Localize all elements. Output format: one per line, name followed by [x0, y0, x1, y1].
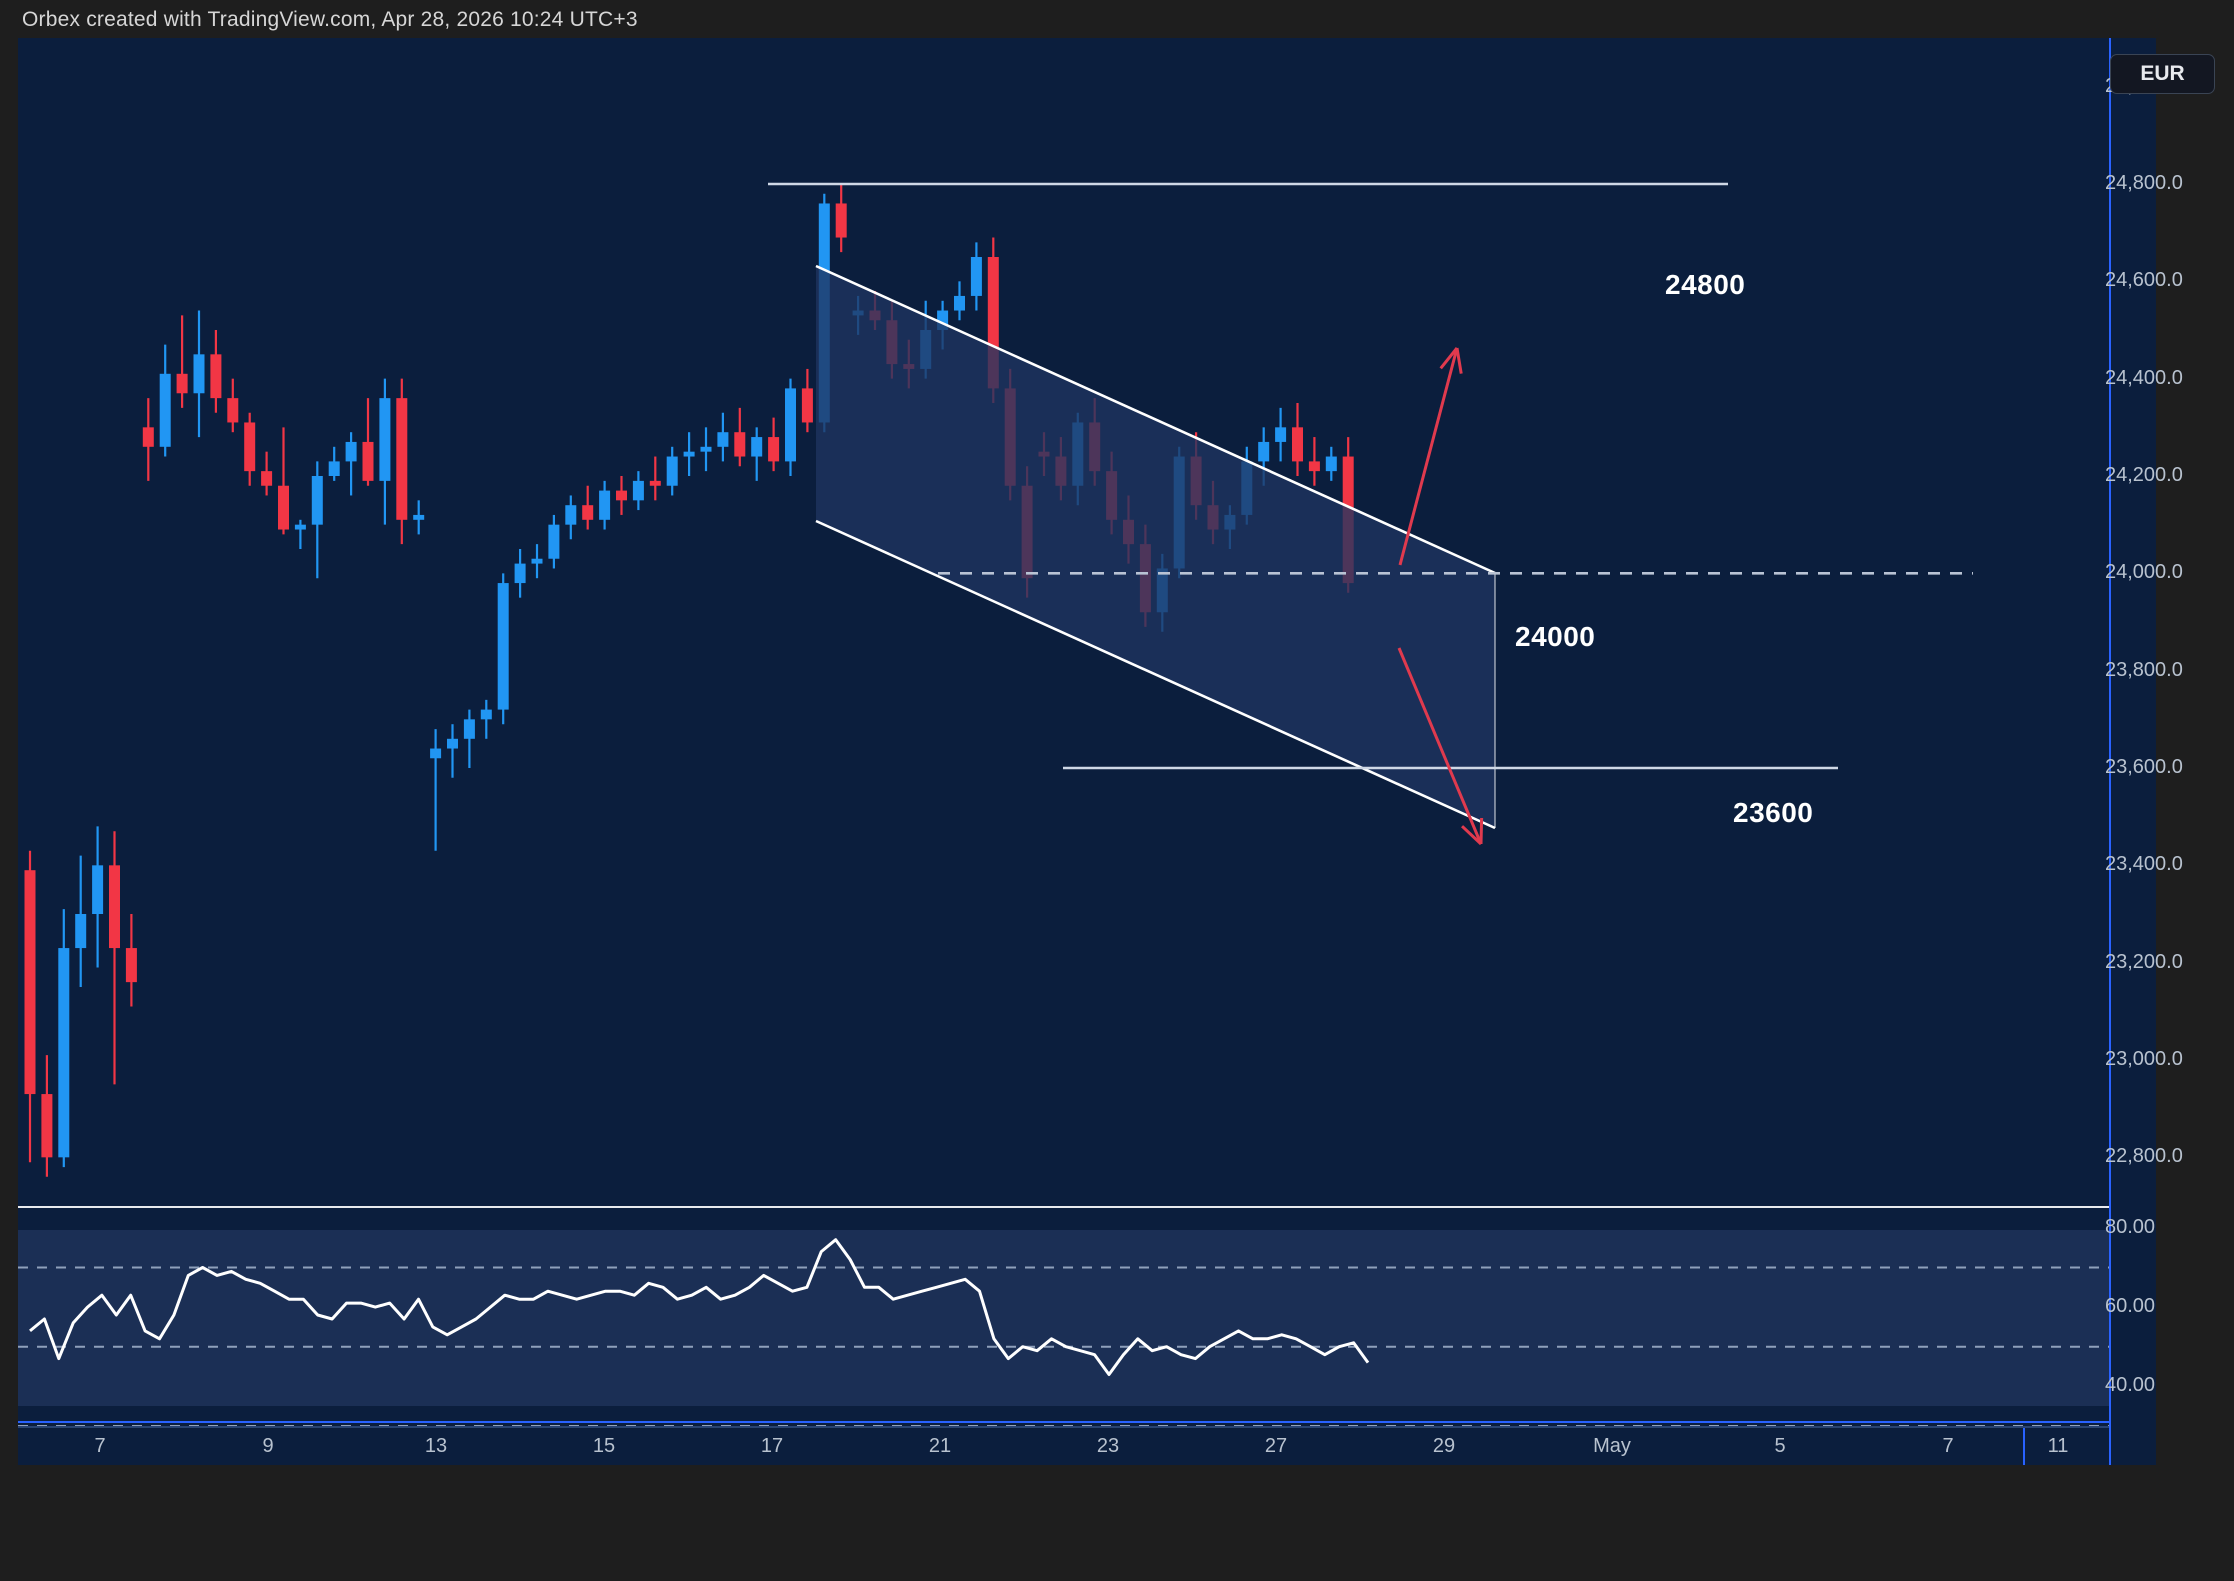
projection-arrow-up — [1398, 347, 1463, 566]
attribution-text: Orbex created with TradingView.com, Apr … — [22, 8, 638, 31]
price-axis[interactable] — [2111, 38, 2156, 1465]
footer-bar: TradingView — [0, 1465, 2234, 1581]
support-label-23600: 23600 — [1733, 797, 1814, 828]
price-axis-tick: 23,600.0 — [2105, 756, 2183, 778]
channel-lower-trendline — [815, 519, 1496, 830]
time-axis-rule — [18, 1426, 2111, 1428]
projection-arrow-down — [1397, 647, 1484, 846]
time-axis-tick: 7 — [94, 1435, 106, 1457]
rsi-axis-tick: 80.00 — [2105, 1215, 2156, 1238]
time-axis-tick: 17 — [760, 1435, 784, 1457]
time-axis-tick: 11 — [2047, 1435, 2069, 1457]
time-axis-tick: 15 — [592, 1435, 616, 1457]
time-axis-tick: 7 — [1942, 1435, 1954, 1457]
time-axis-tick: 9 — [262, 1435, 274, 1457]
time-axis-tick: 5 — [1774, 1435, 1786, 1457]
time-axis-tick: 21 — [928, 1435, 952, 1457]
chart-header-bar: Orbex created with TradingView.com, Apr … — [0, 0, 2234, 38]
currency-badge[interactable]: EUR — [2110, 54, 2215, 94]
time-axis-tick: 23 — [1096, 1435, 1120, 1457]
rsi-plot — [18, 1238, 2111, 1426]
descending-channel-fill — [816, 266, 1495, 828]
rsi-band-background — [18, 1230, 2111, 1406]
rsi-axis-tick: 40.00 — [2105, 1374, 2156, 1397]
resistance-label-24800: 24800 — [1665, 269, 1746, 300]
price-axis-tick: 23,000.0 — [2105, 1048, 2183, 1070]
rsi-pane[interactable] — [18, 1208, 2111, 1426]
price-axis-tick: 24,000.0 — [2105, 561, 2183, 584]
rsi-axis-tick: 60.00 — [2105, 1295, 2156, 1318]
time-axis-tick: May — [1593, 1435, 1631, 1457]
time-axis-marker — [2023, 1428, 2025, 1465]
price-axis-tick: 24,800.0 — [2105, 172, 2183, 194]
chart-frame: 24800 24000 23600 7 9 13 15 17 21 23 27 29 May 5 7 1… — [18, 38, 2156, 1465]
price-axis-tick: 23,200.0 — [2105, 950, 2183, 973]
time-axis-tick: 27 — [1264, 1435, 1288, 1457]
rsi-line-series — [29, 1238, 1370, 1376]
price-axis-tick: 24,600.0 — [2105, 269, 2183, 292]
time-axis[interactable]: 7 9 13 15 17 21 23 27 29 May 5 7 11 — [18, 1428, 2111, 1465]
price-axis-tick: 24,200.0 — [2105, 464, 2183, 486]
channel-upper-trendline — [815, 264, 1496, 575]
price-axis-divider — [2109, 38, 2111, 1465]
price-axis-tick: 23,400.0 — [2105, 853, 2183, 876]
time-axis-tick: 13 — [424, 1435, 448, 1457]
price-axis-tick: 24,400.0 — [2105, 366, 2183, 389]
drawing-overlay-layer — [768, 182, 1973, 846]
price-pane[interactable] — [18, 38, 2111, 1206]
price-axis-tick: 23,800.0 — [2105, 658, 2183, 681]
price-axis-tick: 22,800.0 — [2105, 1145, 2183, 1168]
pane-separator[interactable] — [18, 1206, 2111, 1208]
midline-label-24000: 24000 — [1515, 621, 1596, 652]
time-axis-tick: 29 — [1432, 1435, 1456, 1457]
